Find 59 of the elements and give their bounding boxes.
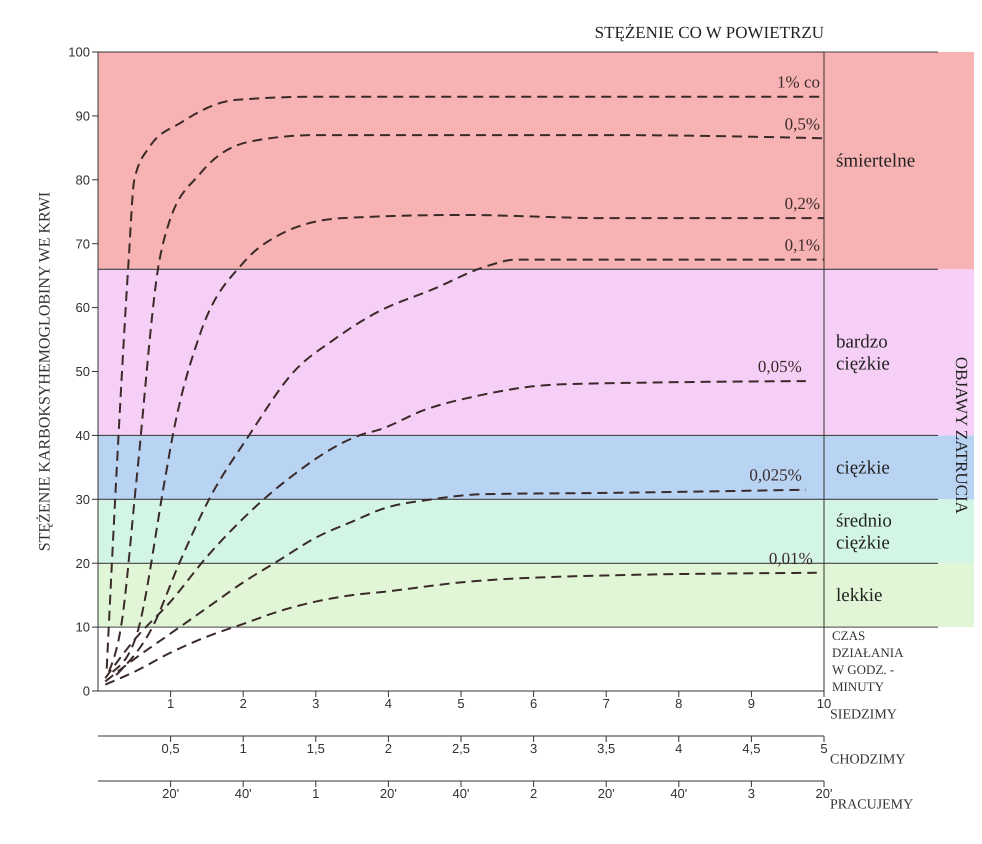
y-tick-label: 40 — [76, 428, 90, 444]
text: CZAS DZIAŁANIA W GODZ. - MINUTY — [832, 628, 904, 694]
series-label: 0,5% — [784, 114, 820, 134]
x2-tick-label: 4 — [675, 741, 682, 756]
chart-title: STĘŻENIE CO W POWIETRZU — [594, 23, 824, 42]
x2-tick-label: 1,5 — [306, 741, 325, 756]
text: 20' — [380, 786, 397, 802]
x2-tick-label: 5 — [820, 741, 828, 756]
x-axis-title: SIEDZIMY — [830, 707, 897, 722]
x2-tick-label: 4,5 — [742, 741, 760, 756]
y-tick-label: 0 — [82, 684, 90, 699]
band-label: bardzo ciężkie — [836, 331, 890, 374]
x-tick-label: 1 — [166, 696, 174, 712]
text: OBJAWY ZATRUCIA — [952, 356, 971, 515]
text: 40' — [234, 786, 252, 802]
x-tick-label: 3 — [312, 696, 320, 712]
series-label: 0,05% — [758, 357, 802, 376]
x-tick-label: 10 — [816, 696, 832, 712]
y-tick-label: 80 — [76, 172, 90, 188]
y-tick-label: 20 — [76, 556, 90, 571]
x-tick-label: 4 — [384, 696, 392, 712]
y-tick-label: 50 — [76, 364, 90, 380]
x2-tick-label: 1 — [240, 741, 247, 756]
y-tick-label: 30 — [76, 492, 90, 507]
series-label: 0,1% — [784, 236, 820, 255]
x-tick-label: 9 — [748, 696, 756, 712]
text: 3 — [748, 786, 756, 802]
text: 1 — [312, 786, 320, 802]
x2-axis-title: CHODZIMY — [830, 752, 906, 768]
x-tick-label: 8 — [675, 696, 682, 712]
y-tick-label: 60 — [76, 300, 90, 316]
y-tick-label: 70 — [76, 236, 90, 252]
y-tick-label: 10 — [76, 620, 90, 635]
x2-tick-label: 2,5 — [452, 741, 470, 756]
text: 2 — [530, 786, 538, 802]
series-label: 0,2% — [784, 194, 820, 214]
x2-tick-label: 2 — [384, 741, 392, 756]
text: 20' — [598, 786, 615, 802]
x-tick-label: 6 — [530, 696, 538, 712]
text: 40' — [670, 786, 688, 802]
x-tick-label: 2 — [240, 696, 247, 712]
band-label: średnio ciężkie — [836, 510, 892, 554]
text: 20' — [162, 786, 180, 802]
band-label: śmiertelne — [836, 150, 916, 172]
y-tick-label: 100 — [68, 44, 90, 60]
series-label: 0,01% — [768, 548, 813, 568]
band-label: lekkie — [836, 585, 882, 606]
x-tick-label: 7 — [602, 696, 610, 712]
x2-tick-label: 3,5 — [597, 741, 616, 756]
text: PRACUJEMY — [830, 797, 914, 812]
x-tick-label: 5 — [457, 696, 465, 712]
band-label: ciężkie — [836, 457, 890, 478]
y-tick-label: 90 — [76, 108, 90, 124]
text: 40' — [452, 786, 470, 802]
x2-tick-label: 3 — [530, 741, 538, 756]
x2-tick-label: 0,5 — [162, 741, 180, 756]
y-axis-title: STĘŻENIE KARBOKSYHEMOGLOBINY WE KRWI — [36, 192, 54, 552]
series-label: 1% co — [777, 72, 820, 92]
series-label: 0,025% — [749, 466, 802, 485]
